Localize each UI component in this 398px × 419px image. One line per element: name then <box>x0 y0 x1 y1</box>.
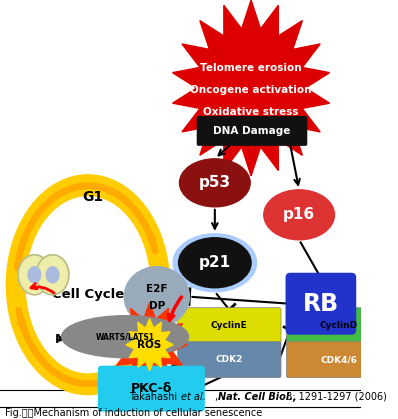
Ellipse shape <box>264 190 334 240</box>
FancyBboxPatch shape <box>285 273 356 335</box>
FancyBboxPatch shape <box>197 116 307 146</box>
Text: Oncogene activation: Oncogene activation <box>190 85 312 95</box>
Text: Takahashi: Takahashi <box>129 392 180 402</box>
Ellipse shape <box>18 255 51 295</box>
Text: CyclinE: CyclinE <box>211 321 248 330</box>
Text: Cell Cycle: Cell Cycle <box>52 288 124 301</box>
Text: G2: G2 <box>125 350 144 363</box>
Ellipse shape <box>173 234 257 292</box>
Text: S: S <box>163 308 173 322</box>
Ellipse shape <box>46 267 59 283</box>
Ellipse shape <box>28 267 41 283</box>
Text: p53: p53 <box>199 175 231 190</box>
Ellipse shape <box>6 175 170 395</box>
Text: E2F: E2F <box>146 284 168 294</box>
Text: G1: G1 <box>82 190 103 204</box>
Ellipse shape <box>179 159 250 207</box>
Text: p16: p16 <box>283 207 315 222</box>
Ellipse shape <box>36 255 69 295</box>
FancyBboxPatch shape <box>287 308 392 344</box>
Text: CDK2: CDK2 <box>216 355 243 364</box>
Polygon shape <box>173 0 330 176</box>
Text: RB: RB <box>303 292 339 316</box>
Text: et al.: et al. <box>181 392 206 402</box>
Text: Oxidative stress: Oxidative stress <box>203 107 299 117</box>
Polygon shape <box>126 319 173 371</box>
Text: CyclinD: CyclinD <box>320 321 358 330</box>
Text: p21: p21 <box>199 255 231 270</box>
Text: 8: 1291-1297 (2006): 8: 1291-1297 (2006) <box>283 392 387 402</box>
Text: M: M <box>55 333 67 346</box>
Text: WARTS/LATS1: WARTS/LATS1 <box>96 332 154 341</box>
Polygon shape <box>111 303 187 387</box>
Text: Fig.１：Mechanism of induction of cellular senescence: Fig.１：Mechanism of induction of cellular… <box>4 408 262 418</box>
Text: Telomere erosion: Telomere erosion <box>200 63 302 73</box>
Text: Nat. Cell Biol.,: Nat. Cell Biol., <box>219 392 297 402</box>
FancyBboxPatch shape <box>178 341 281 378</box>
Ellipse shape <box>179 238 251 288</box>
Text: PKC-δ: PKC-δ <box>131 382 172 395</box>
Text: DP: DP <box>149 301 165 311</box>
Text: CDK4/6: CDK4/6 <box>320 355 357 364</box>
Ellipse shape <box>62 316 189 358</box>
Text: ROS: ROS <box>137 340 162 350</box>
Text: ,: , <box>215 392 221 402</box>
Ellipse shape <box>124 267 189 327</box>
Ellipse shape <box>26 197 150 372</box>
Text: DNA Damage: DNA Damage <box>213 126 291 136</box>
FancyBboxPatch shape <box>287 341 392 378</box>
FancyBboxPatch shape <box>98 366 205 411</box>
FancyBboxPatch shape <box>178 308 281 344</box>
